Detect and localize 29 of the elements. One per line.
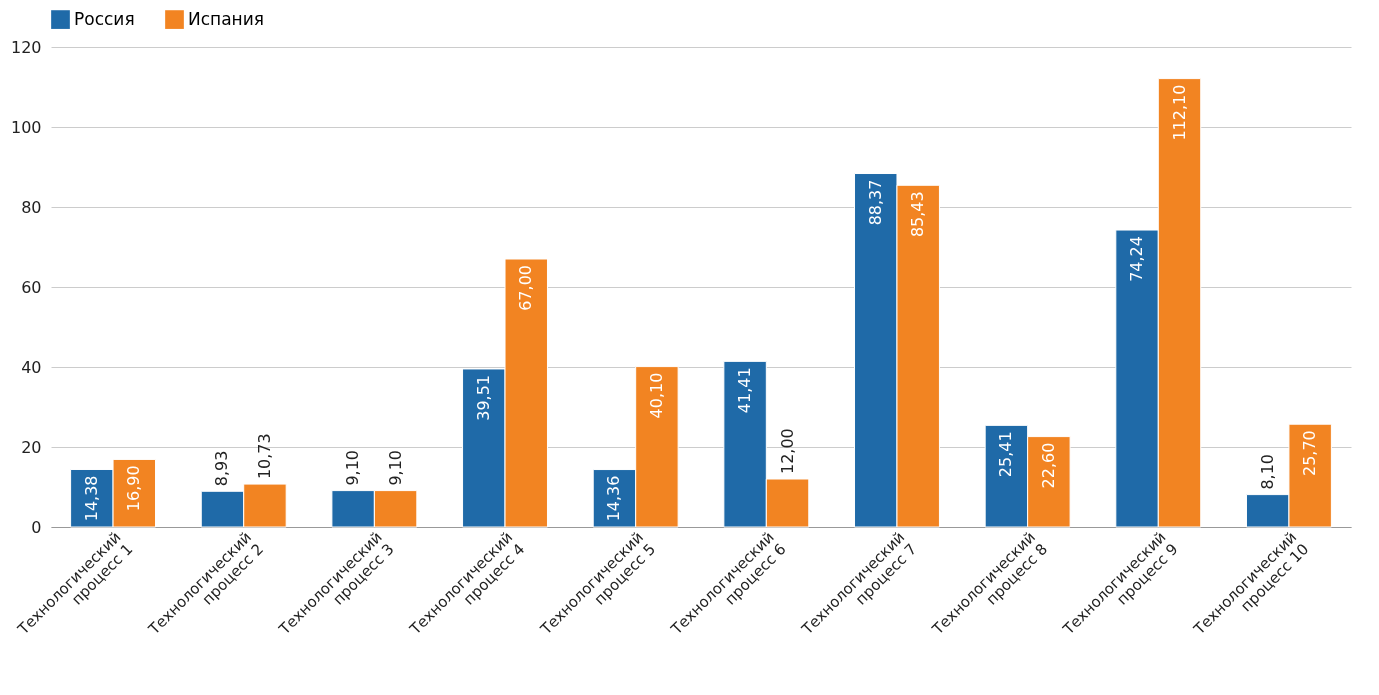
legend-label: Испания [188,8,264,29]
y-tick-label: 120 [10,37,42,57]
data-label: 8,10 [1257,453,1277,490]
data-label: 67,00 [516,265,536,311]
data-label: 25,70 [1300,430,1320,477]
y-tick-label: 20 [21,437,42,457]
data-label: 85,43 [908,191,928,238]
data-label: 112,10 [1169,84,1189,141]
data-label: 22,60 [1038,442,1058,489]
data-label: 9,10 [343,449,363,486]
data-label: 9,10 [385,449,405,486]
y-tick-label: 100 [10,117,42,137]
data-label: 25,41 [996,431,1016,478]
data-label: 39,51 [473,374,493,421]
data-label: 8,93 [212,450,232,487]
legend-label: Россия [74,8,135,29]
data-label: 14,36 [604,475,624,522]
data-label: 41,41 [735,367,755,414]
data-label: 74,24 [1127,236,1147,282]
data-label: 12,00 [777,428,797,474]
data-label: 88,37 [865,179,885,226]
y-tick-label: 40 [21,357,42,377]
data-label: 14,38 [81,475,101,522]
y-tick-label: 80 [21,197,42,217]
data-label: 10,73 [254,433,274,480]
y-tick-label: 60 [21,277,42,297]
data-label: 40,10 [646,372,666,419]
y-tick-label: 0 [31,517,42,537]
data-label: 16,90 [124,465,144,512]
